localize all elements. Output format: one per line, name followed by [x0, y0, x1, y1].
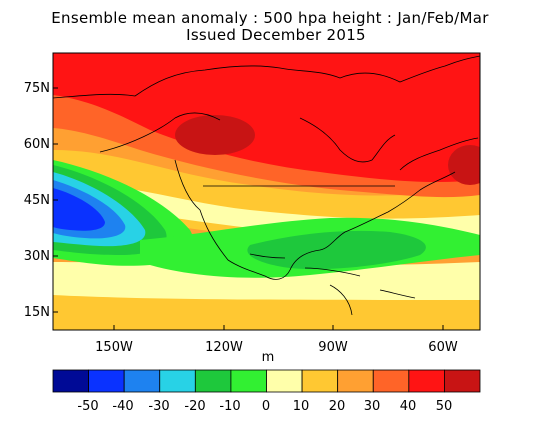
colorbar-label: -50 — [77, 399, 99, 414]
colorbar-label: 0 — [261, 399, 271, 414]
colorbar-swatch — [230, 369, 267, 393]
colorbar-label: 10 — [292, 399, 310, 414]
units-label: m — [261, 350, 275, 365]
colorbar-label: 30 — [363, 399, 381, 414]
colorbar — [52, 369, 481, 393]
lon-label: 90W — [318, 340, 348, 355]
colorbar-label: -20 — [184, 399, 206, 414]
colorbar-label: -30 — [148, 399, 170, 414]
colorbar-swatch — [266, 369, 303, 393]
colorbar-label: 50 — [435, 399, 453, 414]
anomaly-field — [53, 53, 480, 330]
colorbar-swatch — [337, 369, 374, 393]
lat-label: 30N — [23, 249, 50, 264]
lat-label: 60N — [23, 137, 50, 152]
lon-label: 150W — [95, 340, 133, 355]
plot-frame — [52, 52, 481, 331]
colorbar-swatch — [194, 369, 232, 393]
colorbar-label: 20 — [328, 399, 346, 414]
lat-label: 45N — [23, 193, 50, 208]
map-subtitle: Issued December 2015 — [186, 26, 366, 44]
colorbar-swatch — [123, 369, 161, 393]
lat-label: 75N — [23, 81, 50, 96]
colorbar-swatch — [444, 369, 481, 393]
coastlines — [53, 55, 480, 316]
colorbar-swatch — [372, 369, 410, 393]
lat-label: 15N — [23, 305, 50, 320]
lon-label: 60W — [428, 340, 458, 355]
colorbar-swatch — [408, 369, 445, 393]
colorbar-swatch — [301, 369, 339, 393]
colorbar-swatch — [159, 369, 196, 393]
colorbar-label: -10 — [219, 399, 241, 414]
colorbar-swatch — [88, 369, 125, 393]
colorbar-swatch — [52, 369, 89, 393]
colorbar-label: 40 — [399, 399, 417, 414]
lon-label: 120W — [205, 340, 243, 355]
colorbar-label: -40 — [112, 399, 134, 414]
map-title: Ensemble mean anomaly : 500 hpa height :… — [51, 9, 489, 27]
axis-ticks — [53, 87, 444, 330]
